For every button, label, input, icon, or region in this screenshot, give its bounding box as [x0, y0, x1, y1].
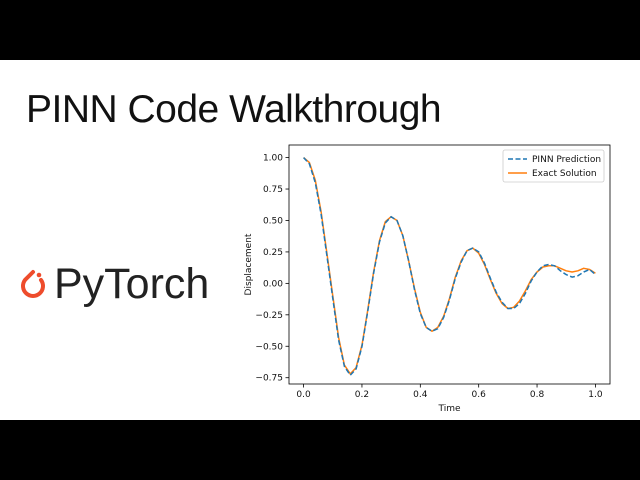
- slide: PINN Code Walkthrough PyTorch: [0, 60, 640, 420]
- plot-frame: [288, 144, 611, 385]
- y-axis-label: Displacement: [244, 233, 254, 295]
- y-tick-label: −0.25: [255, 311, 283, 321]
- y-tick-label: 0.00: [263, 279, 283, 289]
- x-axis-label: Time: [437, 404, 460, 414]
- pytorch-logo: PyTorch: [18, 260, 209, 309]
- x-tick-label: 1.0: [588, 390, 603, 400]
- slide-title: PINN Code Walkthrough: [26, 88, 442, 131]
- y-tick-label: 1.00: [263, 154, 283, 164]
- pytorch-wordmark: PyTorch: [54, 260, 210, 308]
- y-tick-label: 0.75: [263, 185, 283, 195]
- pytorch-flame-icon: [21, 269, 45, 298]
- y-tick-label: −0.75: [255, 374, 283, 384]
- series-line-pinn-prediction: [303, 157, 596, 376]
- y-tick-label: 0.25: [263, 248, 283, 258]
- x-tick-label: 0.6: [472, 390, 487, 400]
- x-tick-label: 0.0: [296, 390, 311, 400]
- series-line-exact-solution: [303, 157, 596, 375]
- legend-box: [502, 149, 605, 183]
- x-tick-label: 0.8: [530, 390, 545, 400]
- legend-entry: Exact Solution: [532, 169, 597, 179]
- y-tick-label: −0.50: [255, 342, 283, 352]
- x-tick-label: 0.4: [413, 390, 428, 400]
- x-tick-label: 0.2: [355, 390, 369, 400]
- y-tick-label: 0.50: [263, 216, 283, 226]
- legend-entry: PINN Prediction: [532, 155, 601, 165]
